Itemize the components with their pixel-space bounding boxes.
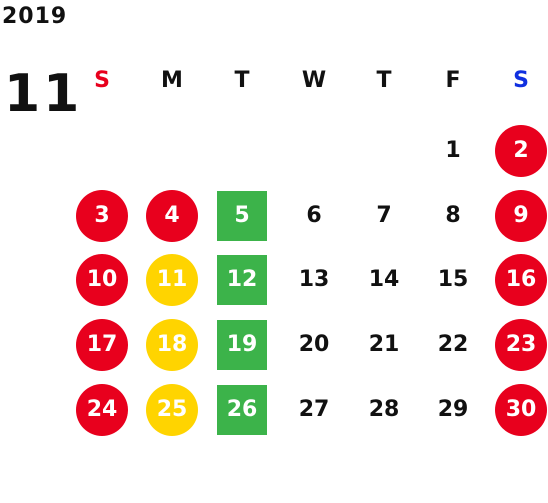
calendar-day-yellow-circle: 25 <box>146 384 198 436</box>
calendar-day-green-square: 12 <box>217 255 267 305</box>
calendar-day-red-circle: 30 <box>495 384 547 436</box>
calendar-day-red-circle: 17 <box>76 319 128 371</box>
weekday-header: S <box>94 68 110 93</box>
calendar-day: 28 <box>368 397 400 422</box>
calendar-day-red-circle: 9 <box>495 190 547 242</box>
calendar-day-green-square: 26 <box>217 385 267 435</box>
calendar-day-red-circle: 10 <box>76 254 128 306</box>
calendar-day: 1 <box>445 138 461 163</box>
year-label: 2019 <box>2 4 68 29</box>
calendar-day: 14 <box>368 267 400 292</box>
calendar-day-red-circle: 3 <box>76 190 128 242</box>
calendar-day: 20 <box>298 332 330 357</box>
weekday-header: S <box>513 68 529 93</box>
calendar-day: 7 <box>376 203 392 228</box>
calendar-day: 13 <box>298 267 330 292</box>
calendar-day-red-circle: 4 <box>146 190 198 242</box>
weekday-header: W <box>301 68 327 93</box>
weekday-header: T <box>376 68 392 93</box>
calendar-day-red-circle: 24 <box>76 384 128 436</box>
calendar-day: 21 <box>368 332 400 357</box>
weekday-header: M <box>161 68 183 93</box>
calendar-day-green-square: 5 <box>217 191 267 241</box>
calendar-day: 8 <box>445 203 461 228</box>
calendar-day-yellow-circle: 11 <box>146 254 198 306</box>
calendar-day-red-circle: 23 <box>495 319 547 371</box>
calendar-day: 29 <box>437 397 469 422</box>
calendar-day: 15 <box>437 267 469 292</box>
weekday-header: T <box>234 68 250 93</box>
calendar-day-green-square: 19 <box>217 320 267 370</box>
calendar-day: 22 <box>437 332 469 357</box>
weekday-header: F <box>445 68 461 93</box>
calendar-day: 27 <box>298 397 330 422</box>
calendar-day-red-circle: 16 <box>495 254 547 306</box>
calendar-day-red-circle: 2 <box>495 125 547 177</box>
month-number: 11 <box>4 64 83 124</box>
calendar-day-yellow-circle: 18 <box>146 319 198 371</box>
calendar-day: 6 <box>306 203 322 228</box>
